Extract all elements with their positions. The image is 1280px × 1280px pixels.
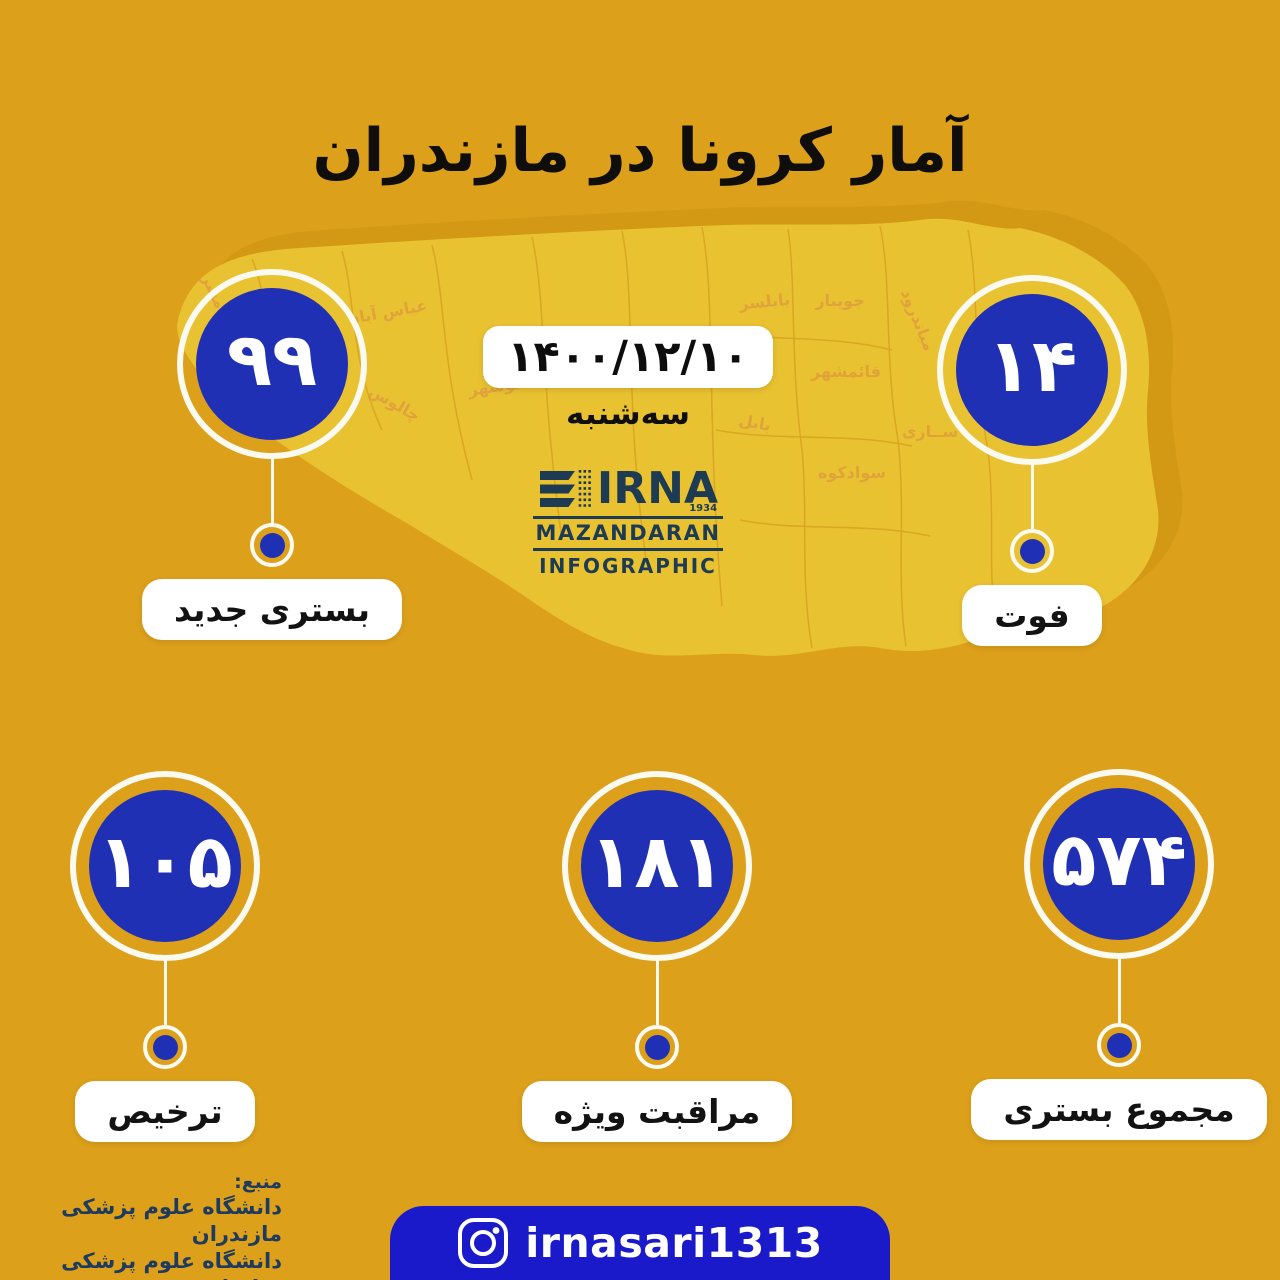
instagram-icon [458, 1218, 509, 1268]
connector-line [655, 961, 659, 1025]
connector-dot-ring [143, 1025, 187, 1069]
source-line-babol: دانشگاه علوم پزشکی بــابــل [61, 1249, 282, 1280]
stat-label: مجموع بستری [971, 1079, 1267, 1140]
map-label-babolsar: بابلسر [737, 290, 790, 313]
connector-dot-ring [1097, 1023, 1141, 1067]
irna-flag-icon [539, 470, 591, 508]
stat-circle: ۱۰۵ [89, 790, 241, 942]
stat-value: ۱۰۵ [97, 819, 233, 905]
connector-dot [1106, 1032, 1132, 1058]
irna-logo-top: IRNA 1934 [536, 466, 720, 516]
stat-intensive-care: ۱۸۱ مراقبت ویژه [521, 771, 793, 1142]
instagram-handle: irnasari1313 [525, 1219, 823, 1267]
irna-logo-region: MAZANDARAN [532, 516, 724, 551]
irna-wordmark: IRNA 1934 [597, 467, 718, 514]
stat-label: بستری جدید [142, 579, 403, 640]
connector-dot [1019, 538, 1045, 564]
stat-circle-ring: ۹۹ [177, 269, 367, 459]
stat-circle: ۵۷۴ [1043, 788, 1195, 940]
irna-logo: IRNA 1934 MAZANDARAN INFOGRAPHIC [532, 466, 724, 578]
stat-circle-ring: ۱۸۱ [562, 771, 752, 961]
map-label-qaemshahr: قائمشهر [810, 362, 881, 381]
map-label-sari: ســاری [902, 422, 959, 441]
connector-line [1117, 959, 1121, 1023]
irna-logo-year: 1934 [689, 502, 718, 514]
map-region [177, 218, 1159, 656]
irna-logo-type: INFOGRAPHIC [539, 554, 717, 578]
stat-circle: ۹۹ [196, 288, 348, 440]
connector-dot-ring [250, 523, 294, 567]
connector-dot-ring [635, 1025, 679, 1069]
connector-line [270, 459, 274, 523]
instagram-banner[interactable]: irnasari1313 [390, 1206, 890, 1280]
stat-circle-ring: ۵۷۴ [1024, 769, 1214, 959]
connector-line [163, 961, 167, 1025]
stat-circle-ring: ۱۰۵ [70, 771, 260, 961]
stat-value: ۱۸۱ [589, 819, 725, 905]
stat-new-hospitalized: ۹۹ بستری جدید [142, 269, 403, 640]
stat-value: ۵۷۴ [1051, 817, 1187, 903]
stat-value: ۹۹ [226, 317, 318, 403]
stat-total-hospitalized: ۵۷۴ مجموع بستری [971, 769, 1267, 1140]
date-badge: ۱۴۰۰/۱۲/۱۰ [483, 326, 773, 388]
stat-circle-ring: ۱۴ [937, 275, 1127, 465]
map-label-juybar: جویبار [814, 291, 864, 310]
stat-deaths: ۱۴ فوت [912, 275, 1152, 646]
connector-dot-ring [1010, 529, 1054, 573]
stat-circle: ۱۸۱ [581, 790, 733, 942]
map-label-savadkuh: سوادکوه [818, 463, 886, 482]
connector-dot [259, 532, 285, 558]
irna-logo-text: IRNA [596, 463, 719, 515]
connector-dot [152, 1034, 178, 1060]
weekday-label: سه‌شنبه [566, 396, 690, 432]
stat-label: ترخیص [75, 1081, 255, 1142]
stat-circle: ۱۴ [956, 294, 1108, 446]
center-column: ۱۴۰۰/۱۲/۱۰ سه‌شنبه IRNA [462, 326, 794, 578]
source-heading: منبع: [234, 1171, 282, 1193]
source-block: منبع: دانشگاه علوم پزشکی مازندران دانشگا… [30, 1170, 282, 1280]
page-title: آمار کرونا در مازندران [312, 116, 968, 186]
stat-label: فوت [962, 585, 1102, 646]
connector-line [1030, 465, 1034, 529]
stat-value: ۱۴ [986, 323, 1078, 409]
stat-discharged: ۱۰۵ ترخیص [45, 771, 285, 1142]
connector-dot [644, 1034, 670, 1060]
stat-label: مراقبت ویژه [521, 1081, 793, 1142]
source-line-mazandaran: دانشگاه علوم پزشکی مازندران [61, 1195, 282, 1247]
